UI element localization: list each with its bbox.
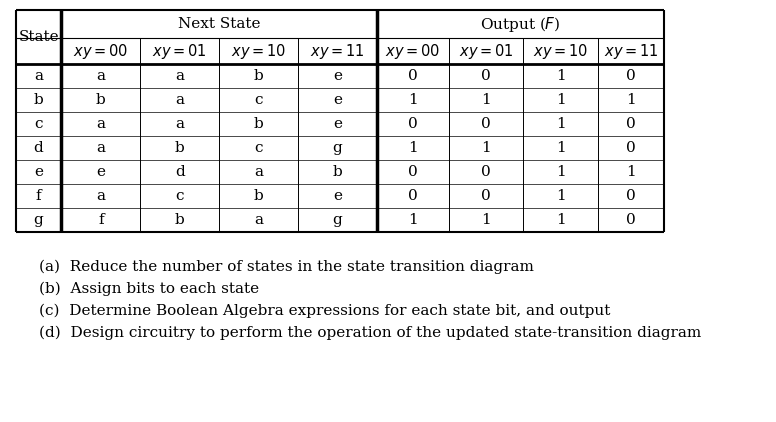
Text: g: g [333,213,342,227]
Text: $xy = 10$: $xy = 10$ [533,41,588,60]
Text: b: b [254,69,264,83]
Text: $xy = 00$: $xy = 00$ [385,41,441,60]
Text: 1: 1 [556,213,566,227]
Text: 1: 1 [556,93,566,107]
Text: 1: 1 [556,189,566,203]
Text: e: e [333,189,342,203]
Text: 1: 1 [556,69,566,83]
Text: g: g [333,141,342,155]
Text: 0: 0 [408,165,417,179]
Text: e: e [333,117,342,131]
Text: a: a [254,213,263,227]
Text: a: a [175,93,184,107]
Text: c: c [34,117,43,131]
Text: c: c [255,93,263,107]
Text: 0: 0 [481,189,491,203]
Text: e: e [333,93,342,107]
Text: $xy = 11$: $xy = 11$ [310,41,365,60]
Text: $xy = 01$: $xy = 01$ [459,41,514,60]
Text: c: c [255,141,263,155]
Text: b: b [333,165,342,179]
Text: 0: 0 [626,141,636,155]
Text: 1: 1 [556,165,566,179]
Text: 1: 1 [626,93,636,107]
Text: f: f [98,213,104,227]
Text: b: b [175,141,185,155]
Text: 0: 0 [481,69,491,83]
Text: $xy = 01$: $xy = 01$ [152,41,207,60]
Text: State: State [19,30,59,44]
Text: a: a [96,141,106,155]
Text: 0: 0 [626,69,636,83]
Text: a: a [96,189,106,203]
Text: 0: 0 [481,117,491,131]
Text: 0: 0 [626,117,636,131]
Text: 0: 0 [481,165,491,179]
Text: 1: 1 [481,141,491,155]
Text: 0: 0 [626,189,636,203]
Text: 0: 0 [408,189,417,203]
Text: a: a [175,69,184,83]
Text: 1: 1 [481,93,491,107]
Text: g: g [33,213,43,227]
Text: b: b [254,117,264,131]
Text: 1: 1 [408,213,417,227]
Text: (b)  Assign bits to each state: (b) Assign bits to each state [40,282,260,296]
Text: b: b [254,189,264,203]
Text: b: b [96,93,106,107]
Text: $xy = 10$: $xy = 10$ [231,41,286,60]
Text: 1: 1 [481,213,491,227]
Text: a: a [254,165,263,179]
Text: a: a [96,117,106,131]
Text: (d)  Design circuitry to perform the operation of the updated state-transition d: (d) Design circuitry to perform the oper… [40,326,702,340]
Text: e: e [333,69,342,83]
Text: 1: 1 [408,141,417,155]
Text: f: f [36,189,41,203]
Text: d: d [33,141,43,155]
Text: 0: 0 [408,117,417,131]
Text: Output ($F$): Output ($F$) [480,14,561,33]
Text: a: a [175,117,184,131]
Text: b: b [33,93,43,107]
Text: $xy = 11$: $xy = 11$ [604,41,659,60]
Text: 1: 1 [556,141,566,155]
Text: a: a [96,69,106,83]
Text: b: b [175,213,185,227]
Text: 0: 0 [626,213,636,227]
Text: e: e [34,165,43,179]
Text: 0: 0 [408,69,417,83]
Text: 1: 1 [556,117,566,131]
Text: (c)  Determine Boolean Algebra expressions for each state bit, and output: (c) Determine Boolean Algebra expression… [40,304,611,318]
Text: d: d [175,165,185,179]
Text: 1: 1 [408,93,417,107]
Text: (a)  Reduce the number of states in the state transition diagram: (a) Reduce the number of states in the s… [40,260,535,274]
Text: e: e [96,165,106,179]
Text: a: a [34,69,43,83]
Text: c: c [175,189,184,203]
Text: 1: 1 [626,165,636,179]
Text: $xy = 00$: $xy = 00$ [73,41,129,60]
Text: Next State: Next State [178,17,261,31]
